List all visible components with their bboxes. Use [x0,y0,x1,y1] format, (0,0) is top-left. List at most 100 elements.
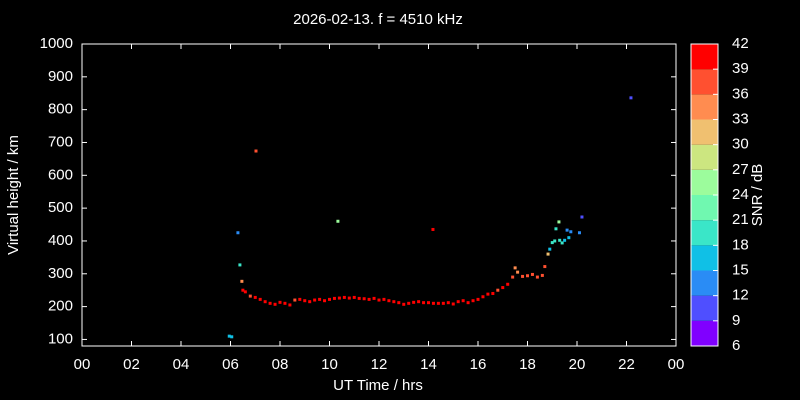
x-tick-label: 20 [569,356,586,373]
echo-point [461,299,465,303]
echo-point [347,296,351,300]
y-tick-label: 800 [48,101,73,118]
echo-point [318,297,322,301]
x-tick-label: 14 [420,356,437,373]
echo-point [328,297,331,301]
colorbar-band [691,94,718,120]
echo-point [377,298,381,302]
colorbar-tick-label: 30 [732,136,749,153]
x-tick-label: 22 [618,356,635,373]
echo-point [543,265,547,269]
echo-point [471,299,475,303]
echo-point [238,263,242,267]
echo-point [273,302,277,306]
echo-point [243,290,247,294]
colorbar-band [691,245,718,271]
echo-point [367,297,371,301]
echo-point [392,300,396,304]
y-tick-label: 500 [48,199,73,216]
echo-point [422,301,426,305]
echo-point [441,301,445,305]
echo-point [557,220,561,224]
y-tick-label: 700 [48,133,73,150]
echo-point [567,236,571,240]
colorbar-tick-label: 39 [732,60,749,77]
x-tick-label: 18 [519,356,536,373]
colorbar-tick-label: 6 [732,337,740,354]
colorbar-band [691,220,718,246]
echo-point [431,301,435,305]
x-tick-label: 02 [123,356,140,373]
y-tick-label: 400 [48,232,73,249]
echo-point [387,299,391,303]
colorbar-tick-label: 27 [732,161,749,178]
x-tick-label: 12 [371,356,388,373]
echo-point [431,227,435,231]
x-tick-label: 00 [74,356,91,373]
echo-point [236,231,240,235]
echo-point [476,297,480,301]
y-tick-label: 300 [48,265,73,282]
echo-point [402,302,406,306]
echo-point [496,288,500,292]
colorbar-tick-label: 36 [732,85,749,102]
echo-point [303,299,307,303]
echo-point [382,297,386,301]
echo-point [323,299,327,303]
x-tick-label: 16 [470,356,487,373]
echo-point [397,301,401,305]
colorbar-tick-label: 42 [732,35,749,52]
echo-point [535,275,539,279]
colorbar-band [691,44,718,70]
echo-point [313,298,317,302]
echo-point [540,273,544,277]
x-tick-label: 08 [272,356,289,373]
colorbar-band [691,320,718,346]
echo-point [268,301,272,305]
echo-point [230,335,234,339]
echo-point [258,297,262,301]
echo-point [412,300,416,304]
echo-point [362,297,366,301]
echo-point [580,215,584,219]
colorbar-band [691,144,718,170]
echo-point [293,298,297,302]
echo-point [456,300,460,304]
echo-point [521,274,525,278]
x-tick-label: 10 [321,356,338,373]
colorbar-label: SNR / dB [749,164,766,227]
echo-point [560,241,564,245]
echo-point [298,297,302,301]
echo-point [332,296,336,300]
echo-point [283,301,287,305]
x-tick-label: 00 [668,356,685,373]
echo-point [227,334,231,338]
echo-point [446,301,450,305]
x-tick-label: 06 [222,356,239,373]
echo-point [530,272,534,276]
colorbar-tick-label: 18 [732,236,749,253]
echo-point [240,279,244,283]
echo-point [263,300,267,304]
echo-point [629,96,633,100]
echo-point [554,227,558,231]
colorbar-band [691,119,718,145]
echo-point [337,296,341,300]
echo-point [486,292,490,296]
echo-point [506,282,510,286]
echo-point [451,302,455,306]
echo-point [407,301,411,305]
y-tick-label: 600 [48,166,73,183]
echo-point [491,291,495,295]
y-tick-label: 900 [48,68,73,85]
echo-point [372,296,376,300]
echo-point [336,219,340,223]
echo-point [501,286,505,290]
y-tick-label: 100 [48,330,73,347]
echo-point [417,300,421,304]
echo-point [511,275,515,279]
echo-point [565,228,569,232]
colorbar-band [691,295,718,321]
echo-point [466,301,470,305]
